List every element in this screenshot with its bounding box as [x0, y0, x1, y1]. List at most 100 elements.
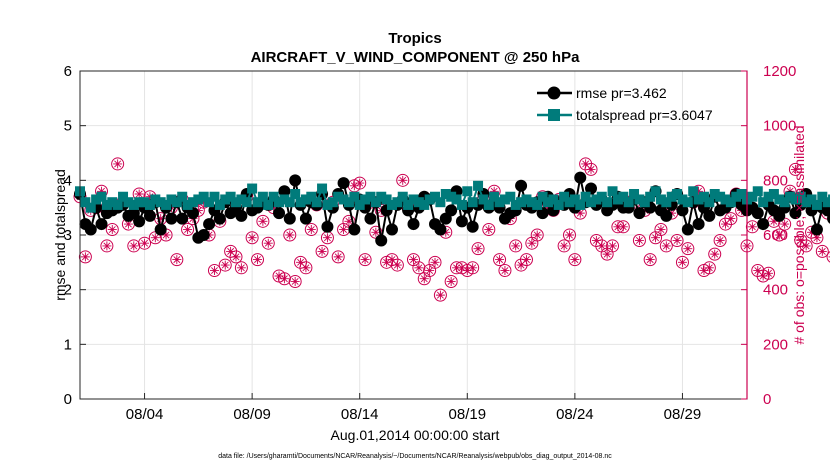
totalspread-point	[161, 199, 172, 210]
totalspread-point	[451, 194, 462, 205]
totalspread-point	[817, 191, 828, 202]
legend-rmse-label: rmse pr=3.462	[576, 85, 667, 101]
rmse-point	[283, 212, 296, 225]
obs-point	[245, 231, 259, 245]
totalspread-point	[403, 199, 414, 210]
totalspread-point	[408, 194, 419, 205]
totalspread-point	[435, 197, 446, 208]
x-tick-label: 08/19	[449, 406, 487, 423]
totalspread-point	[650, 186, 661, 197]
obs-point	[320, 231, 334, 245]
obs-point	[702, 261, 716, 275]
obs-point	[589, 233, 603, 247]
totalspread-point	[177, 191, 188, 202]
totalspread-point	[279, 194, 290, 205]
totalspread-point	[467, 197, 478, 208]
totalspread-point	[580, 191, 591, 202]
totalspread-point	[785, 191, 796, 202]
obs-point	[207, 264, 221, 278]
totalspread-point	[494, 197, 505, 208]
totalspread-point	[639, 197, 650, 208]
totalspread-point	[150, 194, 161, 205]
totalspread-point	[666, 191, 677, 202]
left-tick-label: 0	[64, 391, 72, 408]
left-tick-label: 5	[64, 118, 72, 135]
obs-point	[708, 247, 722, 261]
rmse-point	[660, 209, 673, 222]
rmse-point	[757, 218, 770, 231]
rmse-point	[289, 174, 302, 187]
totalspread-point	[230, 197, 241, 208]
totalspread-point	[295, 197, 306, 208]
totalspread-point	[430, 191, 441, 202]
totalspread-point	[112, 199, 123, 210]
rmse-point	[827, 213, 830, 224]
x-tick-label: 08/29	[664, 406, 702, 423]
obs-point	[358, 253, 372, 267]
totalspread-point	[306, 191, 317, 202]
totalspread-point	[134, 197, 145, 208]
obs-point	[433, 288, 447, 302]
rmse-point	[176, 212, 189, 225]
obs-point	[595, 239, 609, 253]
obs-point	[224, 244, 238, 258]
totalspread-point	[542, 197, 553, 208]
obs-point	[643, 253, 657, 267]
totalspread-point	[607, 186, 618, 197]
rmse-point	[692, 218, 705, 231]
rmse-point	[810, 223, 823, 236]
obs-point	[138, 236, 152, 250]
totalspread-point	[655, 194, 666, 205]
obs-point	[277, 272, 291, 286]
totalspread-point	[370, 197, 381, 208]
obs-point	[304, 223, 318, 237]
obs-point	[519, 253, 533, 267]
totalspread-point	[155, 197, 166, 208]
obs-point	[337, 223, 351, 237]
totalspread-point	[290, 189, 301, 199]
totalspread-point	[704, 197, 715, 208]
x-tick-label: 08/14	[341, 406, 379, 423]
totalspread-point	[618, 191, 629, 202]
totalspread-point	[725, 197, 736, 208]
rmse-point	[751, 207, 764, 220]
rmse-point	[364, 212, 377, 225]
totalspread-point	[85, 202, 96, 213]
totalspread-point	[736, 189, 747, 199]
right-axis-ticks: 0 200 400 600 800 1000 1200	[741, 63, 796, 408]
totalspread-point	[456, 199, 467, 210]
totalspread-point	[688, 186, 699, 197]
totalspread-point	[774, 194, 785, 205]
totalspread-point	[505, 191, 516, 202]
obs-point	[530, 228, 544, 242]
totalspread-point	[198, 191, 209, 202]
totalspread-point	[144, 199, 155, 210]
obs-point	[493, 253, 507, 267]
totalspread-point	[682, 197, 693, 208]
rmse-point	[574, 171, 587, 184]
totalspread-point	[360, 194, 371, 205]
totalspread-point	[612, 194, 623, 205]
obs-point	[294, 255, 308, 269]
legend-rmse-marker	[547, 86, 561, 100]
obs-point	[390, 258, 404, 272]
obs-point	[675, 255, 689, 269]
x-axis-ticks: 08/04 08/09 08/14 08/19 08/24 08/29	[126, 393, 701, 423]
obs-point	[826, 251, 830, 263]
right-tick-label: 0	[763, 391, 771, 408]
totalspread-point	[182, 199, 193, 210]
chart-title: Tropics	[388, 30, 441, 47]
rmse-point	[235, 209, 248, 222]
obs-point	[584, 162, 598, 176]
totalspread-point	[763, 191, 774, 202]
totalspread-point	[424, 194, 435, 205]
totalspread-point	[193, 194, 204, 205]
totalspread-point	[532, 199, 543, 210]
obs-point	[234, 261, 248, 275]
rmse-point	[84, 223, 97, 236]
left-axis-ticks: 0 1 2 3 4 5 6	[64, 63, 86, 408]
rmse-point	[95, 218, 108, 231]
totalspread-point	[634, 194, 645, 205]
rmse-point	[536, 207, 549, 220]
